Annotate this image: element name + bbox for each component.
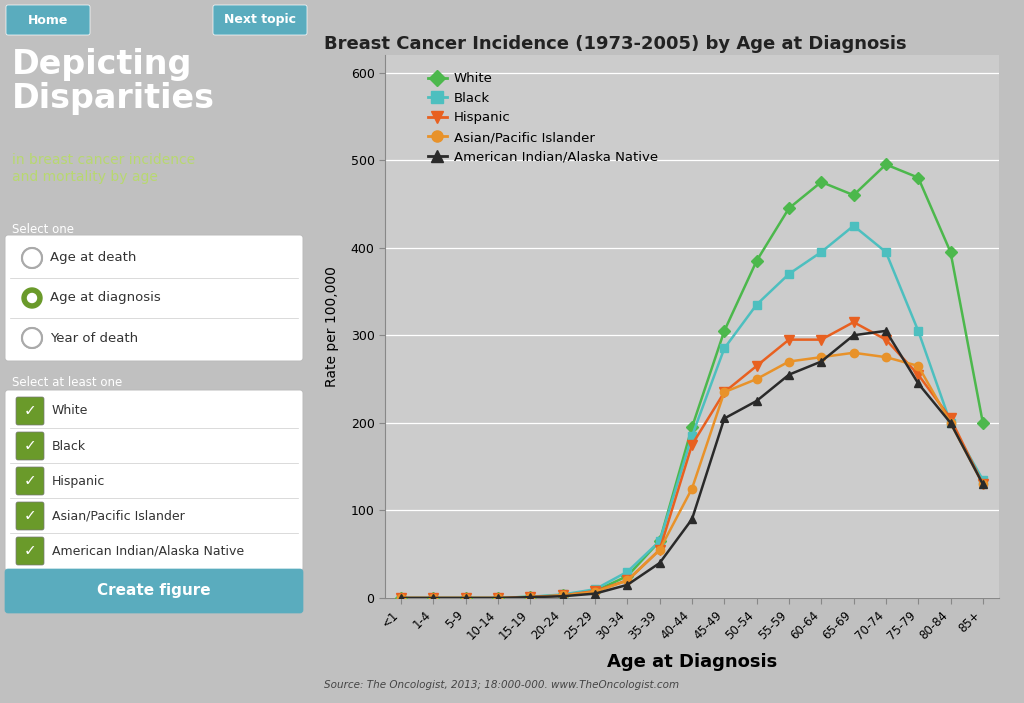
Text: Depicting
Disparities: Depicting Disparities [12,48,215,115]
Legend: White, Black, Hispanic, Asian/Pacific Islander, American Indian/Alaska Native: White, Black, Hispanic, Asian/Pacific Is… [422,67,664,169]
FancyBboxPatch shape [16,537,44,565]
Text: Age at diagnosis: Age at diagnosis [50,292,161,304]
Text: ✓: ✓ [24,404,37,418]
FancyBboxPatch shape [16,397,44,425]
Text: Year of death: Year of death [50,332,138,344]
Text: Home: Home [28,13,69,27]
Text: American Indian/Alaska Native: American Indian/Alaska Native [52,545,244,557]
Text: in breast cancer incidence
and mortality by age: in breast cancer incidence and mortality… [12,153,196,184]
Circle shape [23,249,41,267]
Text: Select at least one: Select at least one [12,376,122,389]
FancyBboxPatch shape [5,390,303,571]
Text: ✓: ✓ [24,508,37,524]
Y-axis label: Rate per 100,000: Rate per 100,000 [326,266,340,387]
Circle shape [28,293,37,302]
FancyBboxPatch shape [213,5,307,35]
Text: ✓: ✓ [24,439,37,453]
FancyBboxPatch shape [6,5,90,35]
FancyBboxPatch shape [16,502,44,530]
Text: Age at death: Age at death [50,252,136,264]
X-axis label: Age at Diagnosis: Age at Diagnosis [607,653,777,671]
Text: Next topic: Next topic [224,13,296,27]
FancyBboxPatch shape [5,569,303,613]
Text: White: White [52,404,88,418]
Text: Select one: Select one [12,223,74,236]
Text: Hispanic: Hispanic [52,475,105,487]
Text: Breast Cancer Incidence (1973-2005) by Age at Diagnosis: Breast Cancer Incidence (1973-2005) by A… [325,35,907,53]
Text: ✓: ✓ [24,474,37,489]
Text: Create figure: Create figure [97,583,211,598]
Circle shape [23,329,41,347]
FancyBboxPatch shape [16,467,44,495]
Circle shape [22,288,42,308]
Text: Black: Black [52,439,86,453]
Text: Source: The Oncologist, 2013; 18:000-000. www.TheOncologist.com: Source: The Oncologist, 2013; 18:000-000… [325,681,679,690]
Text: Asian/Pacific Islander: Asian/Pacific Islander [52,510,184,522]
FancyBboxPatch shape [5,235,303,361]
Text: ✓: ✓ [24,543,37,558]
FancyBboxPatch shape [16,432,44,460]
